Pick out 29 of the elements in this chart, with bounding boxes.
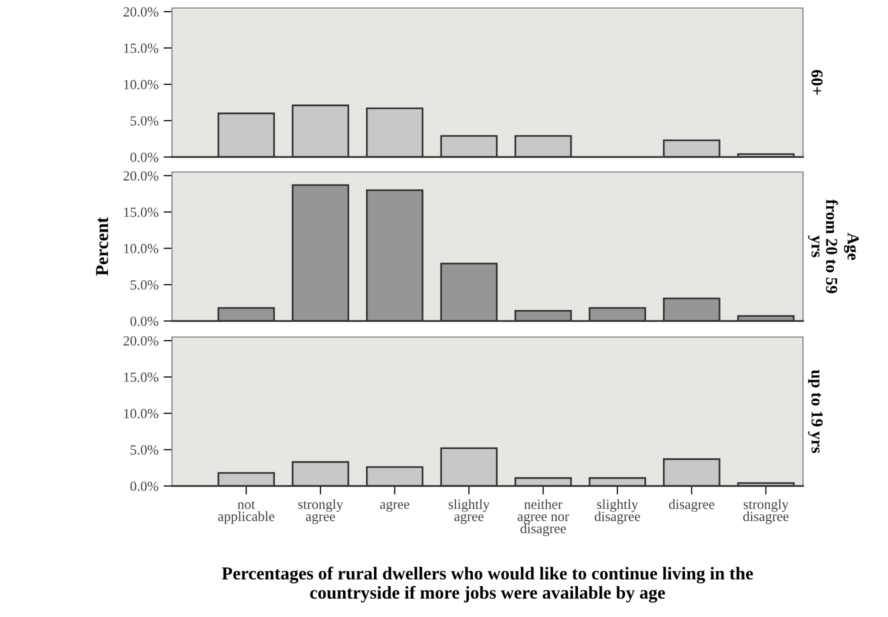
y-tick-label: 15.0% bbox=[124, 44, 158, 53]
text: 60+ bbox=[811, 70, 823, 95]
x-axis-title: Percentages of rural dwellers who would like to continue living in the countryside if more jobs were available by age bbox=[222, 566, 753, 603]
y-tick-label: 0.0% bbox=[130, 482, 158, 492]
y-axis-title: Percent bbox=[96, 217, 108, 276]
y-tick-label: 15.0% bbox=[124, 372, 158, 382]
x-tick-label: not applicable bbox=[218, 501, 274, 524]
text: from 20 to 59 yrs bbox=[808, 199, 838, 294]
x-tick-label: strongly disagree bbox=[743, 499, 789, 524]
x-tick-label: disagree bbox=[669, 499, 714, 512]
x-tick-label: slightly disagree bbox=[594, 499, 640, 524]
x-tick-label: neither agree nor disagree bbox=[518, 499, 570, 536]
y-tick-label: 5.0% bbox=[130, 280, 158, 290]
text: up to 19 yrs bbox=[808, 370, 823, 453]
y-tick-label: 10.0% bbox=[124, 80, 158, 90]
y-tick-label: 15.0% bbox=[124, 208, 158, 217]
y-tick-label: 20.0% bbox=[124, 171, 158, 181]
x-tick-label: agree bbox=[380, 502, 410, 512]
y-tick-label: 10.0% bbox=[124, 244, 158, 254]
y-tick-label: 0.0% bbox=[130, 152, 158, 162]
y-tick-label: 5.0% bbox=[130, 445, 158, 455]
y-tick-label: 10.0% bbox=[124, 408, 158, 418]
text: Age bbox=[844, 232, 859, 260]
x-tick-label: strongly agree bbox=[298, 499, 344, 524]
y-tick-label: 20.0% bbox=[124, 336, 158, 346]
y-tick-label: 20.0% bbox=[124, 7, 158, 17]
x-tick-label: slightly agree bbox=[448, 499, 490, 524]
y-tick-label: 0.0% bbox=[130, 316, 158, 326]
y-tick-label: 5.0% bbox=[130, 116, 158, 126]
